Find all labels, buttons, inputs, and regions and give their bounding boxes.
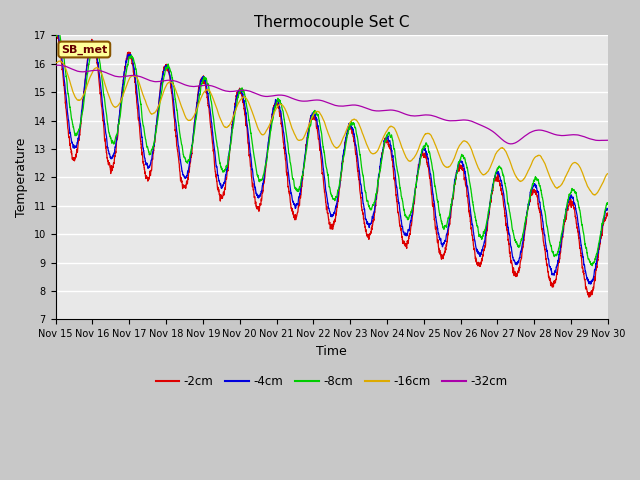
-4cm xyxy=(52,26,60,32)
-32cm xyxy=(604,137,611,143)
-8cm xyxy=(425,149,433,155)
-32cm xyxy=(151,79,159,84)
-8cm xyxy=(311,109,319,115)
-16cm xyxy=(151,109,159,115)
-4cm xyxy=(487,195,495,201)
-16cm xyxy=(604,171,611,177)
X-axis label: Time: Time xyxy=(316,345,347,358)
-32cm xyxy=(52,62,60,68)
-2cm xyxy=(487,200,495,205)
-8cm xyxy=(487,194,495,200)
-32cm xyxy=(311,97,319,103)
-16cm xyxy=(604,171,612,177)
-4cm xyxy=(587,281,595,287)
-16cm xyxy=(487,163,495,168)
-4cm xyxy=(604,207,612,213)
-16cm xyxy=(456,143,463,148)
-8cm xyxy=(151,135,159,141)
Legend: -2cm, -4cm, -8cm, -16cm, -32cm: -2cm, -4cm, -8cm, -16cm, -32cm xyxy=(151,371,513,393)
-2cm xyxy=(52,25,60,31)
-4cm xyxy=(151,134,159,140)
-4cm xyxy=(604,206,611,212)
-32cm xyxy=(487,127,495,133)
Title: Thermocouple Set C: Thermocouple Set C xyxy=(254,15,410,30)
-8cm xyxy=(604,200,611,205)
-8cm xyxy=(54,28,62,34)
-2cm xyxy=(585,294,593,300)
-4cm xyxy=(425,163,433,169)
-4cm xyxy=(456,158,463,164)
Text: SB_met: SB_met xyxy=(61,44,108,55)
Line: -16cm: -16cm xyxy=(56,61,608,195)
Line: -2cm: -2cm xyxy=(56,28,608,297)
Line: -4cm: -4cm xyxy=(56,29,608,284)
-16cm xyxy=(591,192,598,198)
-2cm xyxy=(604,211,612,216)
-2cm xyxy=(52,25,60,31)
-32cm xyxy=(53,62,61,68)
-4cm xyxy=(52,26,60,32)
-2cm xyxy=(151,139,159,144)
-32cm xyxy=(507,141,515,147)
-2cm xyxy=(311,117,319,122)
-2cm xyxy=(456,161,463,167)
-16cm xyxy=(425,131,433,136)
-8cm xyxy=(456,159,463,165)
Y-axis label: Temperature: Temperature xyxy=(15,138,28,217)
Line: -8cm: -8cm xyxy=(56,31,608,265)
Line: -32cm: -32cm xyxy=(56,65,608,144)
-2cm xyxy=(425,169,433,175)
-32cm xyxy=(604,137,612,143)
-2cm xyxy=(604,212,611,217)
-32cm xyxy=(425,112,433,118)
-32cm xyxy=(456,117,463,123)
-8cm xyxy=(589,263,596,268)
-16cm xyxy=(311,109,319,115)
-16cm xyxy=(52,60,60,66)
-8cm xyxy=(604,201,612,207)
-4cm xyxy=(311,113,319,119)
-16cm xyxy=(55,58,63,64)
-8cm xyxy=(52,30,60,36)
